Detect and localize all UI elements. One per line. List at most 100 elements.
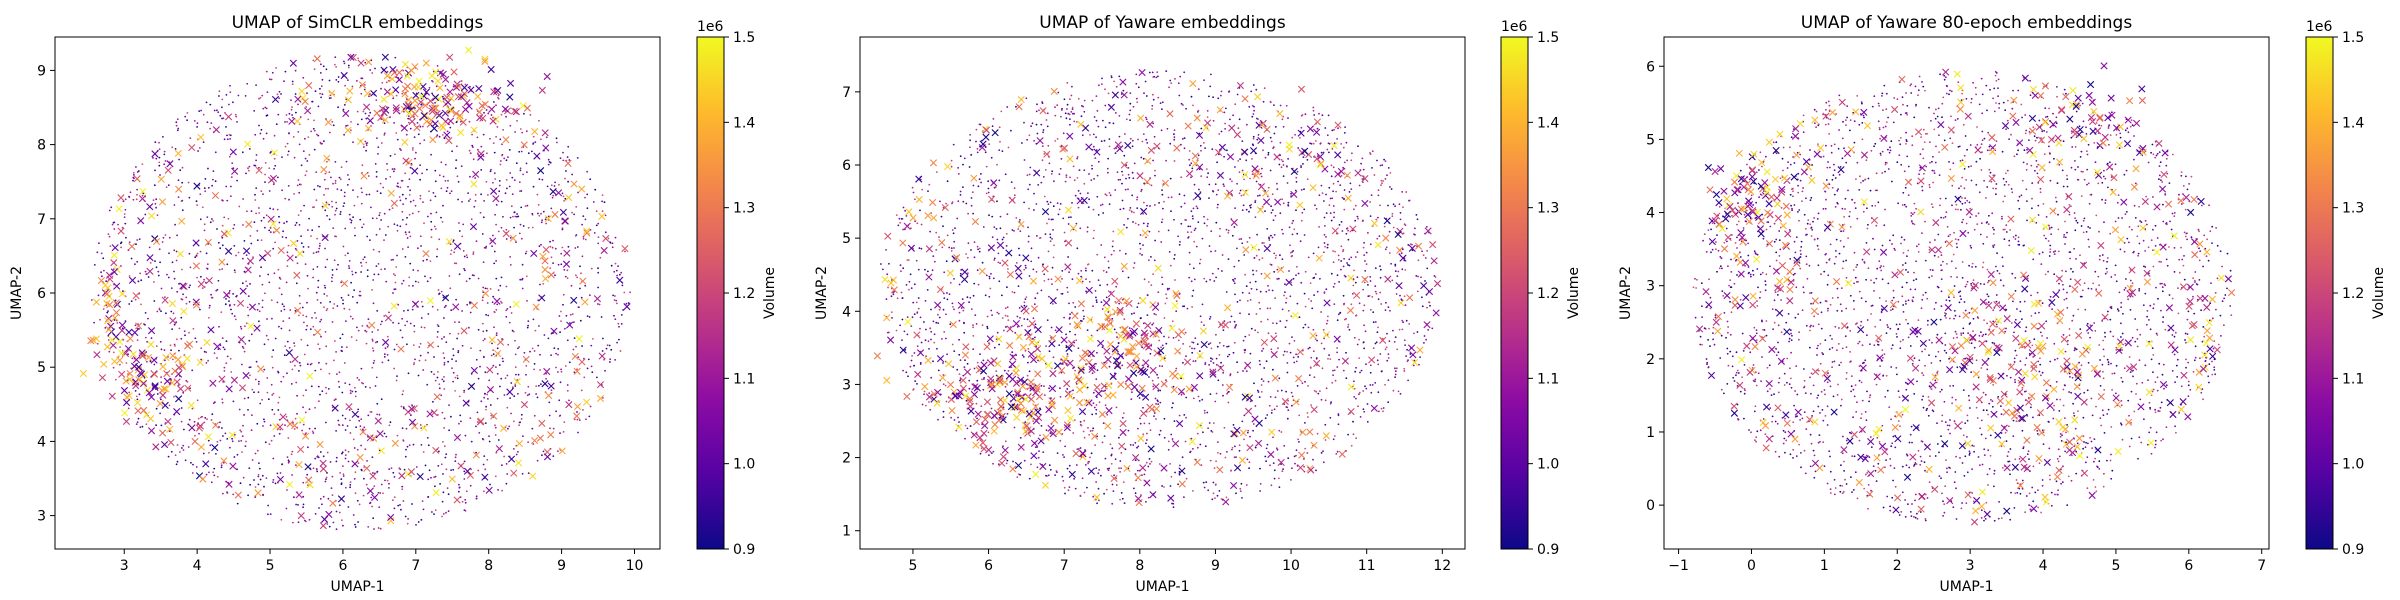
scatter-dot xyxy=(489,137,491,140)
scatter-dot xyxy=(1415,275,1418,277)
scatter-dot xyxy=(196,122,199,125)
scatter-dot xyxy=(258,207,260,209)
scatter-cross xyxy=(542,144,550,152)
scatter-cross xyxy=(371,493,379,502)
scatter-dot xyxy=(445,468,448,471)
scatter-dot xyxy=(1310,404,1312,406)
scatter-dot xyxy=(494,426,497,429)
scatter-dot xyxy=(1095,396,1098,398)
scatter-dot xyxy=(1091,372,1094,375)
scatter-dot xyxy=(325,345,328,348)
scatter-dot xyxy=(1165,159,1167,162)
scatter-dot xyxy=(1395,293,1398,295)
scatter-dot xyxy=(601,200,603,203)
scatter-dot xyxy=(372,517,375,520)
scatter-cross xyxy=(408,117,416,126)
scatter-dot xyxy=(597,222,600,225)
scatter-dot xyxy=(1087,192,1089,195)
scatter-dot xyxy=(514,366,517,368)
scatter-dot xyxy=(1101,308,1104,310)
scatter-dot xyxy=(1131,381,1134,384)
scatter-dot xyxy=(557,353,559,356)
scatter-cross xyxy=(110,251,118,259)
scatter-dot xyxy=(1044,233,1047,236)
scatter-dot xyxy=(465,280,468,283)
scatter-dot xyxy=(597,271,600,274)
scatter-dot xyxy=(96,342,99,345)
scatter-dot xyxy=(476,152,479,155)
scatter-cross xyxy=(89,336,97,344)
scatter-dot xyxy=(1234,326,1236,329)
scatter-dot xyxy=(1397,390,1400,393)
scatter-dot xyxy=(1060,158,1063,160)
scatter-dot xyxy=(1005,245,1008,247)
scatter-cross xyxy=(112,308,121,317)
scatter-cross xyxy=(374,417,382,425)
scatter-dot xyxy=(1384,248,1387,251)
scatter-dot xyxy=(173,343,176,346)
scatter-dot xyxy=(323,284,326,287)
scatter-dot xyxy=(173,277,176,280)
scatter-dot xyxy=(372,362,375,364)
scatter-dot xyxy=(950,165,953,168)
scatter-dot xyxy=(1213,280,1216,282)
scatter-dot xyxy=(376,190,379,193)
scatter-dot xyxy=(1299,240,1302,243)
scatter-dot xyxy=(547,215,550,218)
scatter-dot xyxy=(1178,193,1181,196)
scatter-dot xyxy=(367,318,370,320)
scatter-dot xyxy=(256,449,259,452)
scatter-dot xyxy=(618,325,620,328)
scatter-dot xyxy=(334,63,336,66)
scatter-dot xyxy=(168,236,171,239)
scatter-dot xyxy=(923,393,925,396)
scatter-dot xyxy=(365,117,368,120)
scatter-dot xyxy=(953,350,956,352)
scatter-dot xyxy=(1324,127,1327,129)
scatter-dot xyxy=(552,455,555,457)
scatter-dot xyxy=(267,513,269,516)
scatter-dot xyxy=(338,511,341,514)
scatter-dot xyxy=(1242,204,1245,207)
scatter-dot xyxy=(326,308,329,310)
scatter-cross xyxy=(344,96,352,104)
scatter-dot xyxy=(383,134,386,136)
scatter-dot xyxy=(1245,159,1248,162)
scatter-dot xyxy=(318,361,320,364)
scatter-dot xyxy=(364,448,367,451)
scatter-dot xyxy=(1255,270,1258,272)
scatter-cross xyxy=(146,203,154,211)
scatter-dot xyxy=(374,341,377,344)
scatter-dot xyxy=(1244,273,1246,276)
scatter-cross xyxy=(570,180,578,188)
scatter-dot xyxy=(199,308,201,311)
scatter-cross xyxy=(144,353,153,362)
scatter-dot xyxy=(560,320,562,322)
scatter-dot xyxy=(978,178,981,181)
scatter-cross xyxy=(415,77,423,85)
scatter-cross xyxy=(331,404,339,412)
scatter-dot xyxy=(468,149,471,152)
scatter-dot xyxy=(197,150,200,152)
scatter-dot xyxy=(283,80,285,83)
scatter-dot xyxy=(274,164,277,167)
scatter-dot xyxy=(188,331,190,334)
scatter-dot xyxy=(493,311,496,314)
scatter-dot xyxy=(1275,254,1277,257)
scatter-dot xyxy=(1097,487,1100,490)
scatter-dot xyxy=(1002,236,1005,239)
scatter-dot xyxy=(443,427,445,429)
scatter-dot xyxy=(392,292,394,294)
scatter-dot xyxy=(427,313,430,315)
scatter-cross xyxy=(116,338,124,346)
scatter-dot xyxy=(549,267,552,269)
scatter-dot xyxy=(233,315,236,317)
scatter-cross xyxy=(380,109,388,117)
scatter-dot xyxy=(1303,465,1305,468)
scatter-dot xyxy=(281,156,283,159)
scatter-dot xyxy=(392,499,394,501)
scatter-dot xyxy=(1070,94,1073,97)
scatter-dot xyxy=(1068,271,1070,273)
scatter-dot xyxy=(1150,284,1153,286)
scatter-dot xyxy=(348,383,351,386)
